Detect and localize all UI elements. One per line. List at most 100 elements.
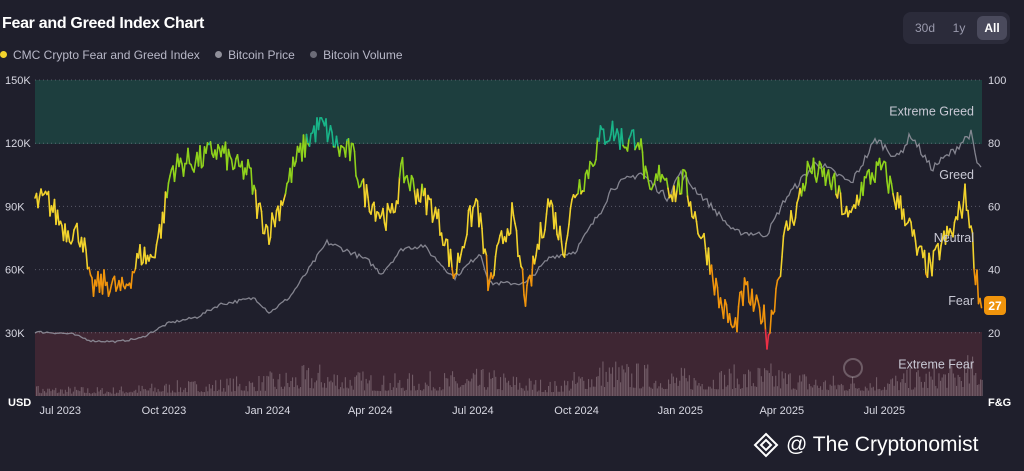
fear-greed-segment	[632, 129, 636, 151]
fear-greed-segment	[862, 176, 866, 197]
fear-greed-segment	[130, 270, 134, 289]
volume-bar	[381, 384, 383, 396]
volume-bar	[274, 386, 276, 396]
fear-greed-segment	[391, 203, 395, 214]
volume-bar	[396, 387, 398, 396]
volume-bar	[45, 392, 47, 396]
volume-bar	[735, 388, 737, 396]
volume-bar	[754, 386, 756, 396]
volume-bar	[706, 389, 708, 396]
volume-bar	[404, 390, 406, 396]
volume-bar	[492, 378, 494, 396]
volume-bar	[154, 387, 156, 396]
volume-bar	[124, 393, 126, 396]
fear-greed-segment	[509, 202, 513, 235]
volume-bar	[66, 391, 68, 396]
volume-bar	[208, 384, 210, 396]
fear-greed-segment	[256, 203, 260, 219]
fear-greed-segment	[923, 249, 927, 275]
legend-item-fear-greed[interactable]: CMC Crypto Fear and Greed Index	[0, 48, 200, 62]
volume-bar	[200, 391, 202, 396]
range-30d-button[interactable]: 30d	[914, 21, 936, 35]
volume-bar	[519, 382, 521, 396]
volume-bar	[501, 390, 503, 396]
fear-greed-segment	[295, 145, 299, 163]
fear-greed-segment	[722, 298, 726, 320]
fear-greed-segment	[247, 159, 251, 169]
volume-bar	[239, 383, 241, 396]
volume-bar	[712, 379, 714, 396]
fear-greed-segment	[440, 232, 444, 246]
volume-bar	[391, 390, 393, 396]
fear-greed-segment	[703, 232, 707, 250]
volume-bar	[597, 376, 599, 396]
fear-greed-segment	[970, 225, 974, 234]
volume-bar	[788, 374, 790, 396]
volume-bar	[328, 381, 330, 396]
fear-greed-segment	[278, 200, 282, 222]
volume-bar	[140, 391, 142, 396]
fear-greed-segment	[629, 129, 633, 137]
fear-greed-segment	[481, 227, 485, 255]
volume-bar	[508, 380, 510, 396]
range-1y-button[interactable]: 1y	[952, 21, 966, 35]
volume-bar	[456, 383, 458, 396]
volume-bar	[615, 361, 617, 396]
volume-bar	[216, 391, 218, 396]
volume-bar	[472, 373, 474, 396]
volume-bar	[133, 390, 135, 396]
volume-bar	[287, 383, 289, 396]
volume-bar	[332, 382, 334, 396]
volume-bar	[36, 386, 38, 396]
volume-bar	[893, 385, 895, 396]
volume-bar	[804, 374, 806, 396]
volume-bar	[280, 386, 282, 396]
volume-bar	[370, 375, 372, 396]
fear-greed-segment	[710, 264, 714, 282]
volume-bar	[292, 377, 294, 396]
fear-greed-segment	[412, 178, 416, 192]
volume-bar	[192, 381, 194, 396]
volume-bar	[856, 388, 858, 396]
volume-bar	[824, 380, 826, 396]
volume-bar	[338, 389, 340, 396]
range-all-button[interactable]: All	[977, 16, 1007, 40]
volume-bar	[495, 376, 497, 396]
volume-bar	[421, 390, 423, 396]
volume-bar	[264, 390, 266, 396]
volume-bar	[304, 379, 306, 396]
volume-bar	[908, 388, 910, 396]
fear-greed-segment	[409, 174, 413, 192]
cryptonomist-watermark: @ The Cryptonomist	[752, 429, 979, 461]
volume-bar	[724, 374, 726, 396]
legend-item-bitcoin-volume[interactable]: Bitcoin Volume	[310, 48, 403, 62]
fear-greed-segment	[737, 291, 741, 308]
volume-bar	[524, 390, 526, 396]
volume-bar	[306, 370, 308, 396]
volume-bar	[245, 386, 247, 396]
legend-label: Bitcoin Volume	[323, 48, 403, 62]
volume-bar	[816, 385, 818, 396]
volume-bar	[463, 385, 465, 396]
volume-bar	[357, 372, 359, 396]
fear-greed-segment	[782, 227, 786, 237]
volume-bar	[138, 385, 140, 396]
fear-greed-segment	[353, 150, 357, 177]
fear-greed-segment	[166, 182, 170, 199]
x-axis-tick-label: Jul 2024	[452, 405, 494, 417]
volume-bar	[919, 376, 921, 396]
volume-bar	[733, 364, 735, 396]
fear-greed-line	[34, 117, 983, 350]
volume-bar	[640, 388, 642, 396]
left-axis-tick-label: 120K	[5, 138, 31, 150]
volume-bar	[981, 379, 983, 396]
legend-item-bitcoin-price[interactable]: Bitcoin Price	[215, 48, 295, 62]
fear-greed-segment	[608, 133, 612, 142]
volume-bar	[668, 379, 670, 396]
volume-bar	[695, 380, 697, 396]
volume-bar	[164, 385, 166, 396]
fear-greed-segment	[284, 182, 288, 195]
fear-greed-segment	[746, 280, 750, 303]
fear-greed-segment	[463, 240, 467, 249]
volume-bar	[40, 393, 42, 396]
